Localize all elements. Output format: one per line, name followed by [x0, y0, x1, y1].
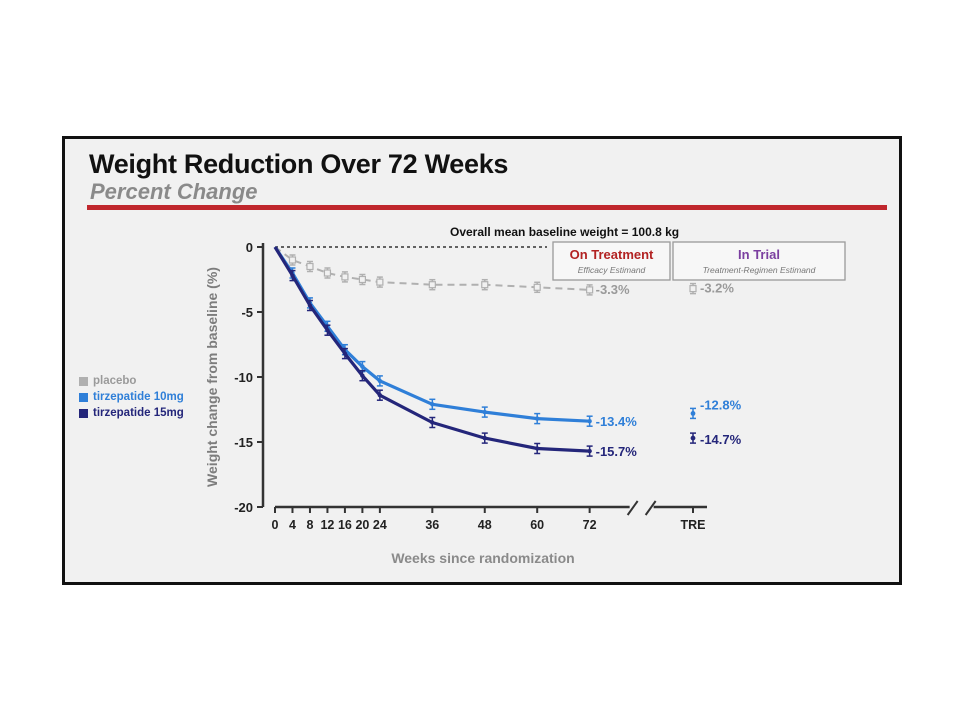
data-point-tirzepatide-15mg — [290, 273, 295, 278]
data-point-placebo — [376, 278, 384, 286]
chart-subtitle: Percent Change — [90, 179, 258, 204]
legend-item-tirzepatide-10mg: tirzepatide 10mg — [79, 389, 184, 405]
panel-box-in-trial — [672, 241, 846, 281]
line-chart: 0 -5 -10 -15 -20 Weight change from baseline … — [204, 225, 846, 566]
legend-label-tirzepatide-10mg: tirzepatide 10mg — [93, 391, 184, 403]
data-point-tirzepatide-15mg — [325, 328, 330, 333]
x-tick-label: 60 — [530, 518, 544, 532]
legend-label-tirzepatide-15mg: tirzepatide 15mg — [93, 407, 184, 419]
data-point-tirzepatide-10mg — [430, 402, 435, 407]
tre-label-tirzepatide-15mg: -14.7% — [700, 432, 742, 447]
legend-swatch-tirzepatide-15mg — [79, 408, 88, 418]
panel-title-on-treatment: On Treatment — [570, 247, 654, 262]
data-point-placebo — [306, 262, 314, 271]
data-point-placebo — [323, 269, 332, 277]
x-tick-label: 20 — [355, 518, 369, 532]
legend-swatch-tirzepatide-10mg — [79, 392, 88, 402]
slide-panel: Weight Reduction Over 72 Weeks Percent C… — [62, 136, 902, 585]
y-tick-label: -10 — [234, 370, 253, 385]
tre-point-tirzepatide-15mg — [690, 435, 696, 441]
data-point-tirzepatide-15mg — [307, 303, 313, 308]
data-point-tirzepatide-15mg — [342, 351, 348, 356]
series-line-tirzepatide-10mg — [273, 246, 590, 423]
x-tick-label-tre: TRE — [681, 518, 706, 532]
legend: placebo tirzepatide 10mg tirzepatide 15m… — [79, 373, 184, 421]
x-tick-label: 48 — [478, 518, 492, 532]
data-point-placebo — [288, 256, 297, 264]
data-point-placebo — [358, 275, 366, 284]
end-label-placebo: -3.3% — [596, 282, 630, 297]
x-tick-label: 12 — [320, 518, 334, 532]
data-point-tirzepatide-10mg — [535, 416, 540, 421]
data-point-tirzepatide-10mg — [360, 364, 365, 369]
x-tick-label: 36 — [425, 518, 439, 532]
data-point-tirzepatide-15mg — [482, 435, 487, 441]
tre-point-placebo — [689, 285, 697, 293]
data-point-placebo — [586, 286, 594, 294]
legend-item-placebo: placebo — [79, 373, 184, 389]
panel-subtitle-on-treatment: Efficacy Estimand — [578, 265, 646, 275]
data-point-placebo — [533, 283, 541, 291]
x-tick-label: 8 — [306, 518, 313, 532]
panel-title-in-trial: In Trial — [738, 247, 780, 262]
panel-subtitle-in-trial: Treatment-Regimen Estimand — [703, 265, 816, 275]
axis-break-mark — [644, 500, 657, 516]
tre-label-placebo: -3.2% — [700, 281, 734, 296]
data-point-placebo — [481, 281, 489, 289]
y-tick-label: -20 — [234, 500, 253, 515]
chart-title: Weight Reduction Over 72 Weeks — [89, 149, 509, 179]
data-point-placebo — [428, 281, 436, 289]
x-tick-label: 0 — [272, 518, 279, 532]
y-axis-label: Weight change from baseline (%) — [204, 267, 220, 487]
y-tick-label: -15 — [234, 435, 253, 450]
data-point-tirzepatide-10mg — [587, 419, 592, 424]
x-axis-label: Weeks since randomization — [391, 550, 574, 566]
panel-box-on-treatment — [552, 241, 671, 281]
x-tick-label: 24 — [373, 518, 387, 532]
end-label-tirzepatide-15mg: -15.7% — [596, 444, 638, 459]
legend-item-tirzepatide-15mg: tirzepatide 15mg — [79, 405, 184, 421]
data-point-tirzepatide-15mg — [430, 420, 435, 425]
legend-label-placebo: placebo — [93, 375, 137, 387]
x-tick-label: 4 — [289, 518, 296, 532]
data-point-tirzepatide-15mg — [535, 446, 540, 451]
data-point-tirzepatide-15mg — [377, 393, 383, 398]
series-line-placebo — [274, 246, 590, 291]
axis-break-mark — [626, 500, 639, 516]
data-point-tirzepatide-15mg — [360, 373, 365, 378]
data-point-tirzepatide-15mg — [587, 448, 592, 454]
y-tick-label: -5 — [241, 305, 253, 320]
data-point-placebo — [341, 273, 349, 281]
title-divider — [87, 205, 887, 210]
legend-swatch-placebo — [79, 376, 88, 386]
x-tick-label: 16 — [338, 518, 352, 532]
data-point-tirzepatide-10mg — [377, 378, 383, 384]
y-tick-label: 0 — [246, 240, 253, 255]
end-label-tirzepatide-10mg: -13.4% — [596, 414, 638, 429]
baseline-weight-annotation: Overall mean baseline weight = 100.8 kg — [450, 225, 679, 239]
data-point-tirzepatide-10mg — [482, 409, 487, 415]
tre-point-tirzepatide-10mg — [690, 411, 696, 416]
tre-label-tirzepatide-10mg: -12.8% — [700, 397, 742, 412]
x-tick-label: 72 — [583, 518, 597, 532]
